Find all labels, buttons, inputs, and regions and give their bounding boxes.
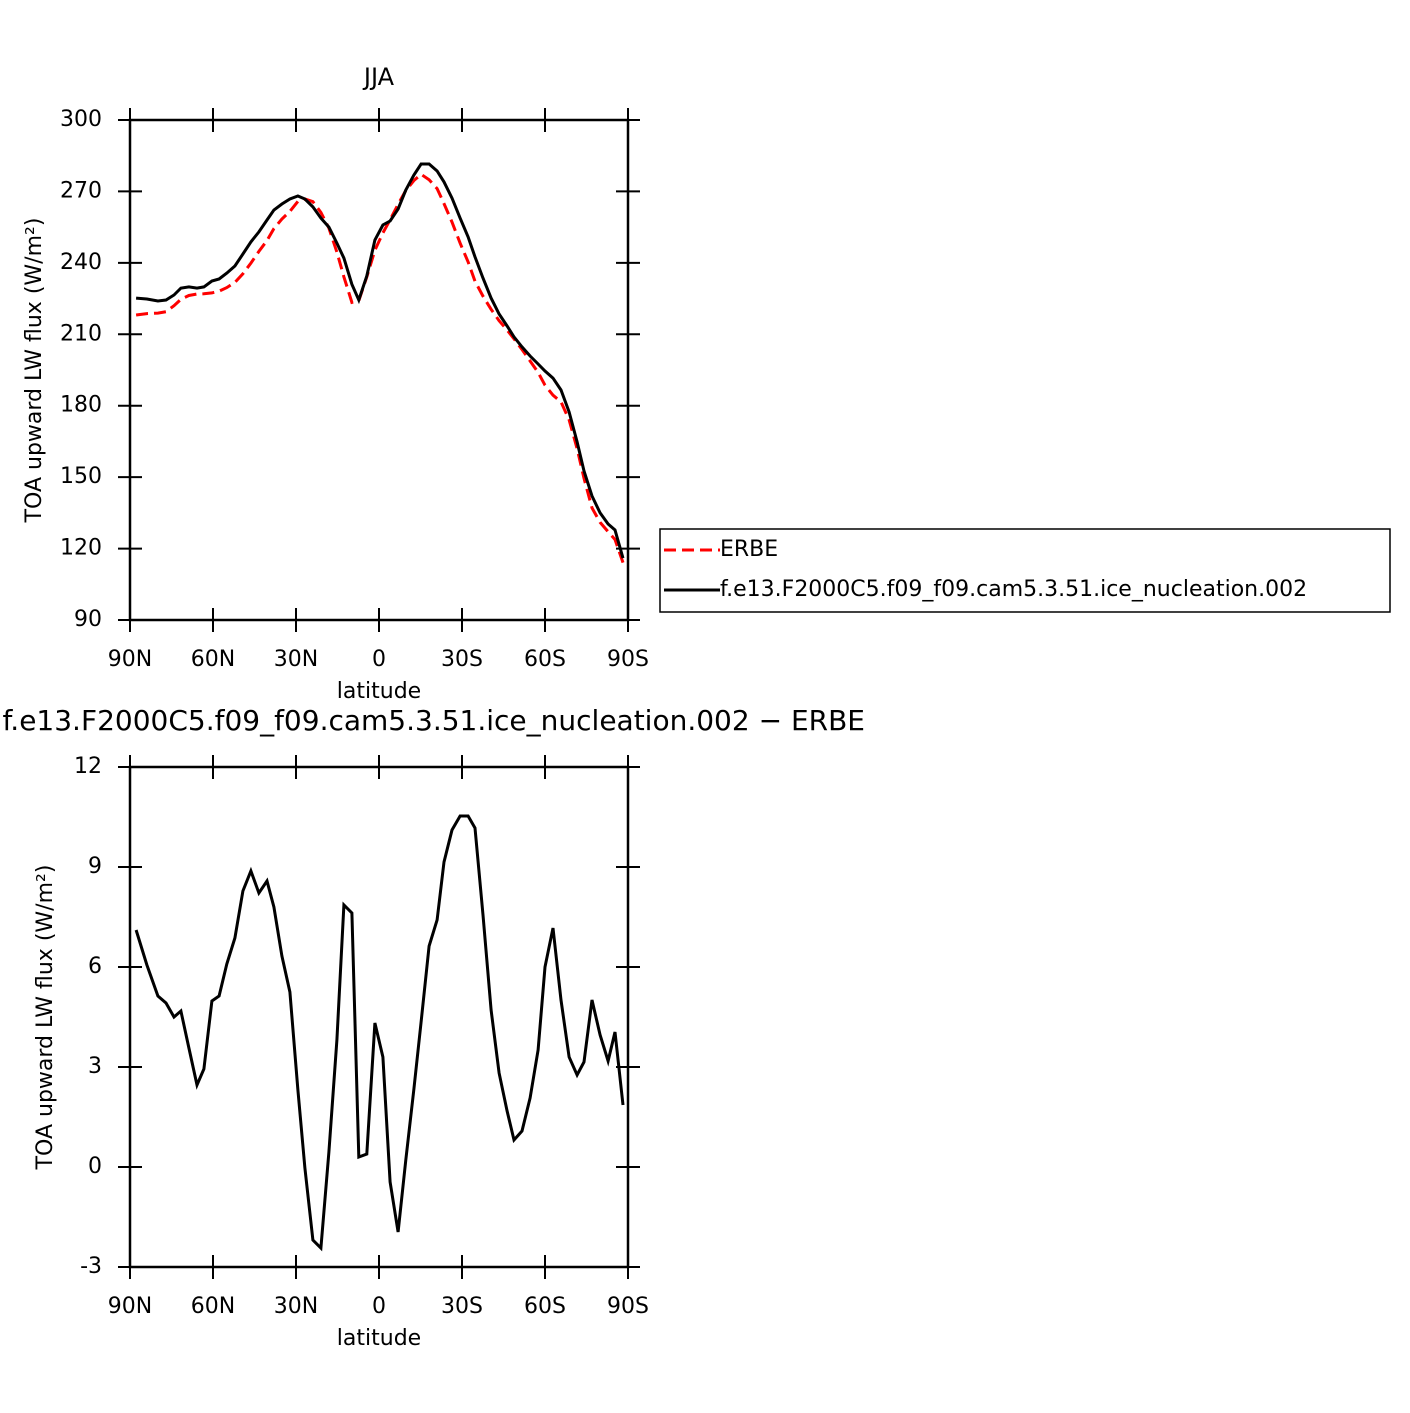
y-tick-label: 6 [88,954,102,979]
x-axis-label: latitude [337,1326,421,1351]
y-tick-label: 270 [60,178,102,203]
legend-box [659,528,1391,613]
y-tick-label: 180 [60,393,102,418]
data-line [134,814,625,1252]
x-tick-label: 0 [372,647,386,672]
x-tick-label: 0 [372,1294,386,1319]
x-tick-label: 30S [441,1294,483,1319]
chart-title: JJA [362,63,395,91]
y-tick-label: 210 [60,321,102,346]
data-line [135,162,625,559]
x-tick-label: 90S [607,647,649,672]
x-tick-label: 30S [441,647,483,672]
x-tick-label: 60N [191,1294,235,1319]
x-tick-label: 60N [191,647,235,672]
y-tick-label: 150 [60,464,102,489]
y-tick-label: 9 [88,854,102,879]
x-tick-label: 60S [524,647,566,672]
y-tick-label: 0 [88,1154,102,1179]
legend-label: f.e13.F2000C5.f09_f09.cam5.3.51.ice_nucl… [720,577,1307,602]
y-axis-label: TOA upward LW flux (W/m²) [33,865,58,1171]
y-tick-label: 3 [88,1054,102,1079]
x-tick-label: 30N [274,647,318,672]
y-tick-label: 12 [74,754,102,779]
y-axis-label: TOA upward LW flux (W/m²) [22,218,47,524]
data-line [135,172,625,564]
x-tick-label: 90N [108,647,152,672]
y-tick-label: -3 [80,1254,102,1279]
chart-title: f.e13.F2000C5.f09_f09.cam5.3.51.ice_nucl… [2,704,865,737]
y-tick-label: 300 [60,107,102,132]
plot-frame [128,765,630,1269]
y-tick-label: 240 [60,250,102,275]
x-axis-label: latitude [337,679,421,704]
y-tick-label: 120 [60,536,102,561]
y-tick-label: 90 [74,607,102,632]
plot-frame [128,118,630,622]
x-tick-label: 30N [274,1294,318,1319]
x-tick-label: 60S [524,1294,566,1319]
legend-label: ERBE [720,537,778,562]
x-tick-label: 90N [108,1294,152,1319]
x-tick-label: 90S [607,1294,649,1319]
